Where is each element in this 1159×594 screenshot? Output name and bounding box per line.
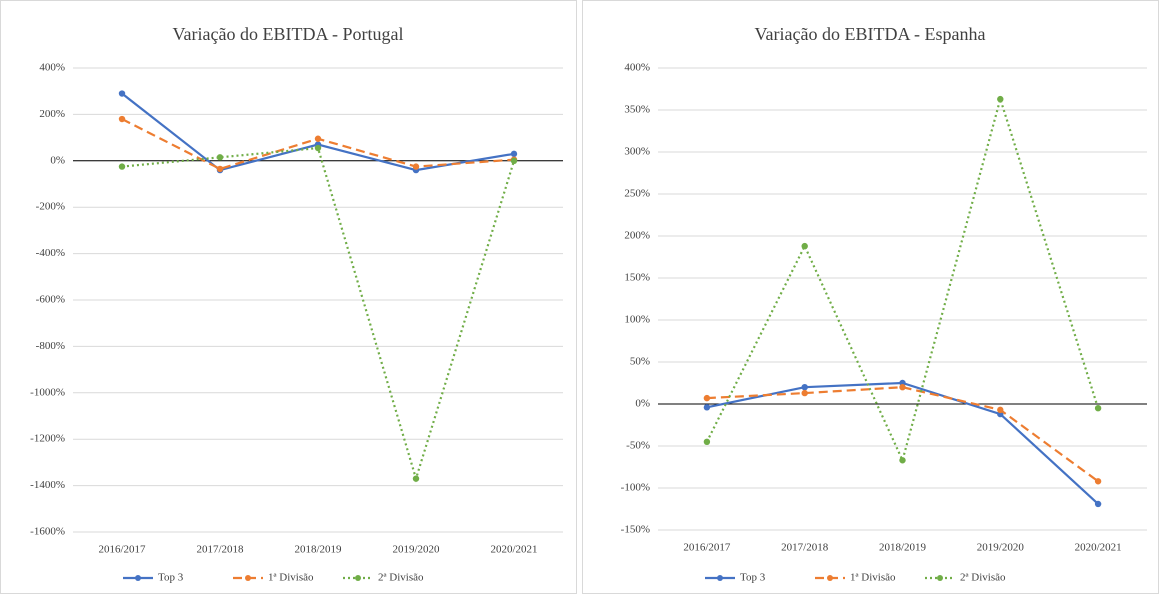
legend-label: 2ª Divisão	[960, 572, 1006, 584]
legend-label: 1ª Divisão	[850, 572, 896, 584]
point	[1094, 478, 1102, 485]
chart-title: Variação do EBITDA - Espanha	[755, 24, 986, 44]
x-tick-label: 2017/2018	[781, 542, 829, 554]
x-tick-label: 2018/2019	[879, 542, 927, 554]
legend-label: 2ª Divisão	[378, 572, 424, 584]
x-tick-label: 2019/2020	[977, 542, 1025, 554]
x-tick-label: 2016/2017	[683, 542, 731, 554]
x-tick-label: 2018/2019	[294, 544, 342, 556]
y-tick-label: 200%	[39, 108, 65, 120]
point	[1094, 500, 1102, 508]
legend-marker	[135, 575, 141, 581]
y-tick-label: -1000%	[30, 386, 65, 398]
legend-marker	[717, 575, 723, 581]
point	[899, 457, 906, 464]
point	[412, 475, 420, 482]
point	[801, 389, 808, 397]
y-tick-label: -200%	[36, 201, 65, 213]
y-tick-label: 350%	[624, 104, 650, 116]
point	[510, 157, 518, 164]
legend-label: 1ª Divisão	[268, 572, 314, 584]
x-tick-label: 2019/2020	[392, 544, 440, 556]
point	[801, 384, 808, 391]
y-tick-label: -1400%	[30, 479, 65, 491]
panel	[582, 0, 1159, 594]
chart-title: Variação do EBITDA - Portugal	[173, 24, 404, 44]
point	[314, 144, 322, 152]
point	[703, 438, 711, 445]
y-tick-label: -600%	[36, 294, 65, 306]
y-tick-label: -100%	[621, 482, 650, 494]
legend-marker	[827, 575, 833, 581]
point	[216, 154, 224, 161]
point	[412, 163, 420, 170]
y-tick-label: 200%	[624, 230, 650, 242]
y-tick-label: -1600%	[30, 526, 65, 538]
legend-marker	[355, 575, 361, 581]
y-tick-label: -50%	[626, 440, 650, 452]
x-tick-label: 2020/2021	[1075, 542, 1122, 554]
y-tick-label: 400%	[624, 62, 650, 74]
legend-label: Top 3	[158, 572, 184, 584]
series-line	[705, 95, 1100, 464]
point	[703, 404, 711, 411]
y-tick-label: -400%	[36, 247, 65, 259]
y-tick-label: 0%	[50, 154, 65, 166]
point	[1094, 405, 1102, 412]
point	[118, 115, 126, 123]
point	[997, 95, 1004, 103]
legend-label: Top 3	[740, 572, 766, 584]
point	[997, 406, 1004, 414]
y-tick-label: -800%	[36, 340, 65, 352]
x-tick-label: 2017/2018	[196, 544, 244, 556]
y-tick-label: 100%	[624, 314, 650, 326]
legend-marker	[937, 575, 943, 581]
series-line	[706, 386, 1099, 483]
panel	[0, 0, 577, 594]
y-tick-label: -150%	[621, 524, 650, 536]
y-tick-label: 150%	[624, 272, 650, 284]
legend-marker	[245, 575, 251, 581]
point	[703, 394, 711, 402]
point	[118, 163, 126, 170]
point	[314, 135, 322, 142]
x-tick-label: 2016/2017	[98, 544, 146, 556]
point	[216, 165, 224, 173]
y-tick-label: -1200%	[30, 433, 65, 445]
x-tick-label: 2020/2021	[490, 544, 537, 556]
y-tick-label: 400%	[39, 62, 65, 74]
y-tick-label: 250%	[624, 188, 650, 200]
point	[899, 384, 906, 391]
point	[510, 150, 518, 158]
point	[801, 242, 808, 250]
y-tick-label: 50%	[630, 356, 650, 368]
point	[118, 90, 126, 97]
y-tick-label: 300%	[624, 146, 650, 158]
y-tick-label: 0%	[635, 398, 650, 410]
